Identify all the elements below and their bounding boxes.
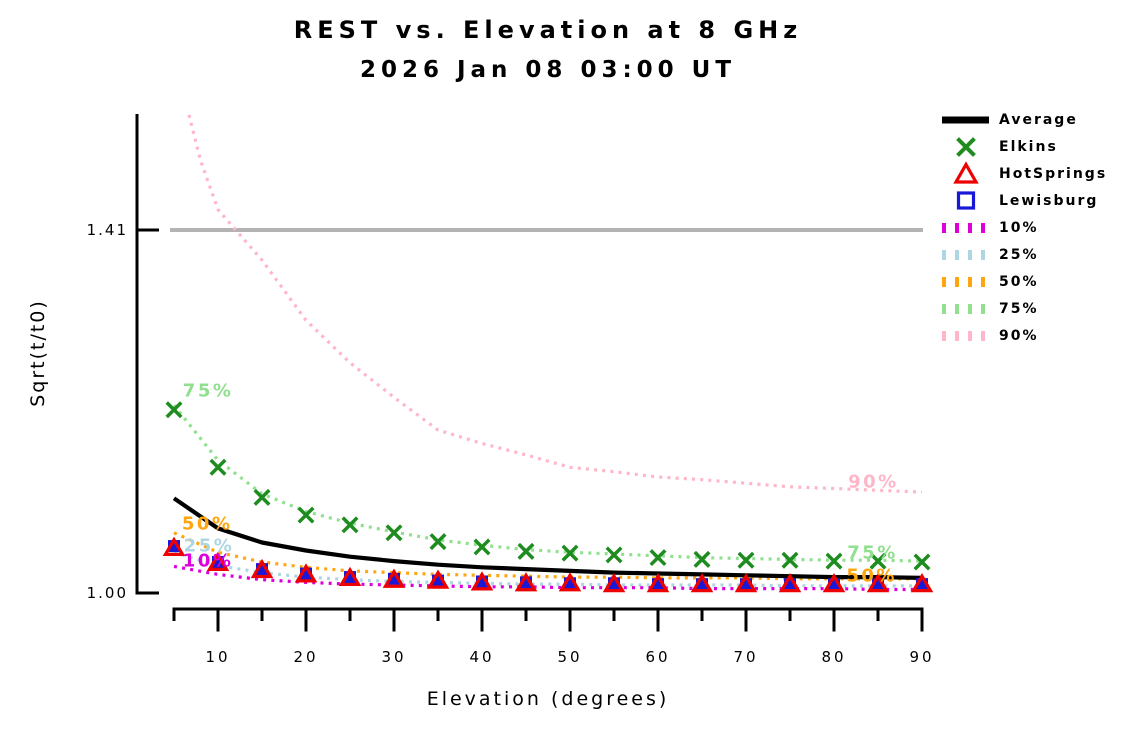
legend-marker-dashes: [938, 323, 994, 349]
hotsprings-triangle-marker: [822, 572, 846, 593]
x-axis-label: Elevation (degrees): [426, 688, 670, 710]
x-tick-label: 30: [381, 648, 406, 666]
y-tick-label: 1.41: [87, 221, 128, 239]
curve-label-50pct: 50%: [182, 513, 233, 534]
hotsprings-triangle-marker: [646, 572, 670, 593]
y-axis-label: Sqrt(t/t0): [27, 299, 49, 407]
hotsprings-triangle-marker: [162, 536, 186, 556]
curve-label-25pct: 25%: [184, 535, 235, 556]
legend-label: 10%: [999, 219, 1039, 236]
elkins-x-marker: [869, 552, 887, 570]
x-tick-label: 80: [821, 648, 846, 666]
legend-marker-dashes: [938, 242, 994, 268]
x-tick-label: 20: [293, 648, 318, 666]
elkins-x-marker: [385, 524, 403, 542]
hotsprings-triangle-marker: [206, 551, 230, 571]
elkins-x-marker: [693, 550, 711, 568]
curve-label-50pct: 50%: [846, 565, 897, 586]
legend-item-25pct: 25%: [938, 241, 1107, 268]
hotsprings-triangle-marker: [866, 572, 890, 593]
hotsprings-triangle-marker: [382, 568, 406, 588]
elkins-x-marker: [781, 551, 799, 569]
legend-marker-dashes: [938, 269, 994, 295]
legend: Average Elkins HotSprings Lewisburg 10% 25% 50…: [938, 106, 1107, 349]
curve-label-10pct: 10%: [183, 550, 234, 571]
elkins-x-marker: [209, 458, 227, 476]
legend-item-90pct: 90%: [938, 322, 1107, 349]
elkins-x-marker: [913, 553, 931, 571]
x-tick-label: 50: [557, 648, 582, 666]
elkins-x-marker: [649, 549, 667, 567]
hotsprings-triangle-marker: [734, 572, 758, 593]
legend-marker-thick-line: [938, 107, 994, 133]
legend-item-lewisburg: Lewisburg: [938, 187, 1107, 214]
hotsprings-triangle-marker: [426, 569, 450, 589]
x-tick-label: 70: [733, 648, 758, 666]
series-90pct: [187, 114, 923, 494]
legend-marker-square: [938, 188, 994, 214]
legend-marker-x-cross: [938, 134, 994, 160]
legend-item-50pct: 50%: [938, 268, 1107, 295]
legend-label: 75%: [999, 300, 1039, 317]
legend-label: 50%: [999, 273, 1039, 290]
legend-label: Elkins: [999, 138, 1058, 155]
hotsprings-triangle-marker: [910, 572, 934, 593]
curve-label-75pct: 75%: [847, 542, 898, 563]
x-tick-label: 40: [469, 648, 494, 666]
curve-label-90pct: 90%: [848, 472, 899, 493]
series-75pct: [172, 404, 923, 563]
curve-label-75pct: 75%: [183, 380, 234, 401]
chart-title: REST vs. Elevation at 8 GHz: [293, 16, 803, 44]
legend-item-hotsprings: HotSprings: [938, 160, 1107, 187]
series-50pct: [173, 531, 922, 581]
legend-label: HotSprings: [999, 165, 1108, 182]
legend-marker-dashes: [938, 296, 994, 322]
legend-item-average: Average: [938, 106, 1107, 133]
x-tick-label: 60: [645, 648, 670, 666]
hotsprings-triangle-marker: [778, 572, 802, 593]
chart-subtitle: 2026 Jan 08 03:00 UT: [359, 57, 737, 83]
elkins-x-marker: [341, 516, 359, 534]
elkins-x-marker: [737, 551, 755, 569]
elkins-x-marker: [473, 538, 491, 556]
hotsprings-triangle-marker: [514, 572, 538, 592]
elkins-x-marker: [297, 506, 315, 524]
elkins-x-marker: [825, 552, 843, 570]
hotsprings-triangle-marker: [338, 566, 362, 587]
hotsprings-triangle-marker: [294, 563, 318, 583]
hotsprings-triangle-marker: [250, 558, 274, 579]
hotsprings-triangle-marker: [558, 572, 582, 592]
legend-label: 25%: [999, 246, 1039, 263]
legend-item-75pct: 75%: [938, 295, 1107, 322]
x-tick-label: 90: [909, 648, 934, 666]
hotsprings-triangle-marker: [602, 572, 626, 593]
elkins-x-marker: [517, 542, 535, 560]
y-tick-label: 1.00: [87, 584, 128, 602]
x-tick-label: 10: [205, 648, 230, 666]
elkins-x-marker: [253, 488, 271, 506]
elkins-x-marker: [605, 546, 623, 564]
legend-marker-triangle: [938, 160, 994, 187]
legend-item-elkins: Elkins: [938, 133, 1107, 160]
legend-marker-dashes: [938, 215, 994, 241]
elkins-x-marker: [429, 533, 447, 551]
hotsprings-triangle-marker: [470, 571, 494, 591]
legend-label: 90%: [999, 327, 1039, 344]
hotsprings-triangle-marker: [690, 572, 714, 593]
elkins-x-marker: [561, 544, 579, 562]
series-Average: [172, 496, 923, 580]
legend-label: Lewisburg: [999, 192, 1099, 209]
elkins-x-marker: [165, 401, 183, 419]
legend-item-10pct: 10%: [938, 214, 1107, 241]
legend-label: Average: [999, 111, 1078, 128]
